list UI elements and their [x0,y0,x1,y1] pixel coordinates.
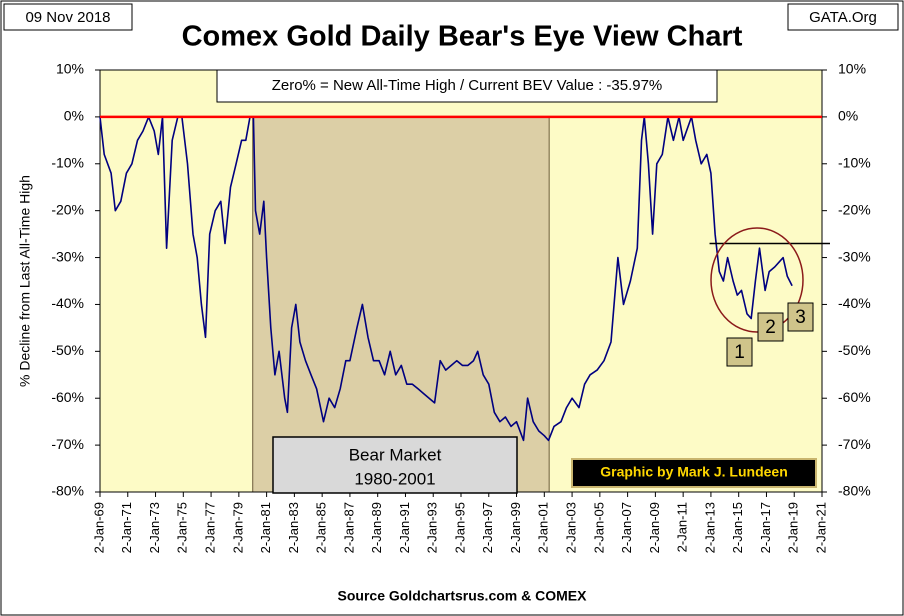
y-tick-label: -30% [51,248,84,264]
x-tick-label: 2-Jan-93 [425,502,440,553]
y2-tick-label: -70% [838,436,871,452]
shade-label: 1980-2001 [354,469,435,488]
x-tick-label: 2-Jan-81 [258,502,273,553]
shade-label: Bear Market [349,445,442,464]
y-axis-label: % Decline from Last All-Time High [17,175,33,387]
x-tick-label: 2-Jan-13 [702,502,717,553]
y2-tick-label: 10% [838,61,866,77]
x-tick-label: 2-Jan-73 [147,502,162,553]
footer: Source Goldchartsrus.com & COMEX [338,588,588,604]
x-tick-label: 2-Jan-11 [675,502,690,552]
y2-tick-label: -20% [838,201,871,217]
x-tick-label: 2-Jan-89 [369,502,384,553]
marker-label: 1 [734,342,745,363]
x-tick-label: 2-Jan-69 [91,502,106,553]
annotation-box [216,69,718,103]
x-tick-label: 2-Jan-83 [286,502,301,553]
y2-tick-label: -10% [838,154,871,170]
highlight-ellipse [710,227,804,333]
x-tick-label: 2-Jan-15 [730,502,745,553]
y-tick-label: 10% [56,61,84,77]
x-tick-label: 2-Jan-75 [175,502,190,553]
y-tick-label: -20% [51,201,84,217]
y-tick-label: -70% [51,436,84,452]
annotation: Zero% = New All-Time High / Current BEV … [272,77,663,94]
y2-tick-label: -60% [838,389,871,405]
chart-title: Comex Gold Daily Bear's Eye View Chart [182,21,743,53]
x-tick-label: 2-Jan-17 [758,502,773,553]
y-tick-label: -10% [51,154,84,170]
y-tick-label: 0% [64,108,84,124]
x-tick-label: 2-Jan-85 [314,502,329,553]
x-tick-label: 2-Jan-97 [480,502,495,553]
credit-box [571,458,817,488]
y2-tick-label: -50% [838,342,871,358]
y-tick-label: -80% [51,483,84,499]
credit: Graphic by Mark J. Lundeen [600,464,788,480]
x-tick-label: 2-Jan-19 [786,502,801,553]
marker-box [726,337,753,367]
bev-line [99,116,793,442]
x-tick-label: 2-Jan-07 [619,502,634,553]
plot-area [95,69,827,497]
y-tick-label: -50% [51,342,84,358]
x-tick-label: 2-Jan-87 [341,502,356,553]
marker-label: 2 [765,317,776,338]
y-tick-label: -60% [51,389,84,405]
y2-tick-label: -30% [838,248,871,264]
marker-box [787,302,814,332]
y2-tick-label: 0% [838,108,858,124]
x-tick-label: 2-Jan-77 [203,502,218,553]
y2-tick-label: -80% [838,483,871,499]
bear-market-shade [252,116,550,493]
x-tick-label: 2-Jan-71 [119,502,134,553]
x-tick-label: 2-Jan-91 [397,502,412,553]
x-tick-label: 2-Jan-95 [452,502,467,553]
marker-label: 3 [795,307,806,328]
x-tick-label: 2-Jan-05 [591,502,606,553]
source-box [787,3,899,31]
marker-box [757,312,784,342]
x-tick-label: 2-Jan-79 [230,502,245,553]
x-tick-label: 2-Jan-03 [564,502,579,553]
x-tick-label: 2-Jan-99 [508,502,523,553]
x-tick-label: 2-Jan-21 [813,502,828,553]
date-box [3,3,133,31]
x-tick-label: 2-Jan-09 [647,502,662,553]
y-tick-label: -40% [51,295,84,311]
source-label: GATA.Org [809,9,877,26]
x-tick-label: 2-Jan-01 [536,502,551,553]
y2-tick-label: -40% [838,295,871,311]
date-label: 09 Nov 2018 [25,9,110,26]
shade-label-box [272,436,518,494]
